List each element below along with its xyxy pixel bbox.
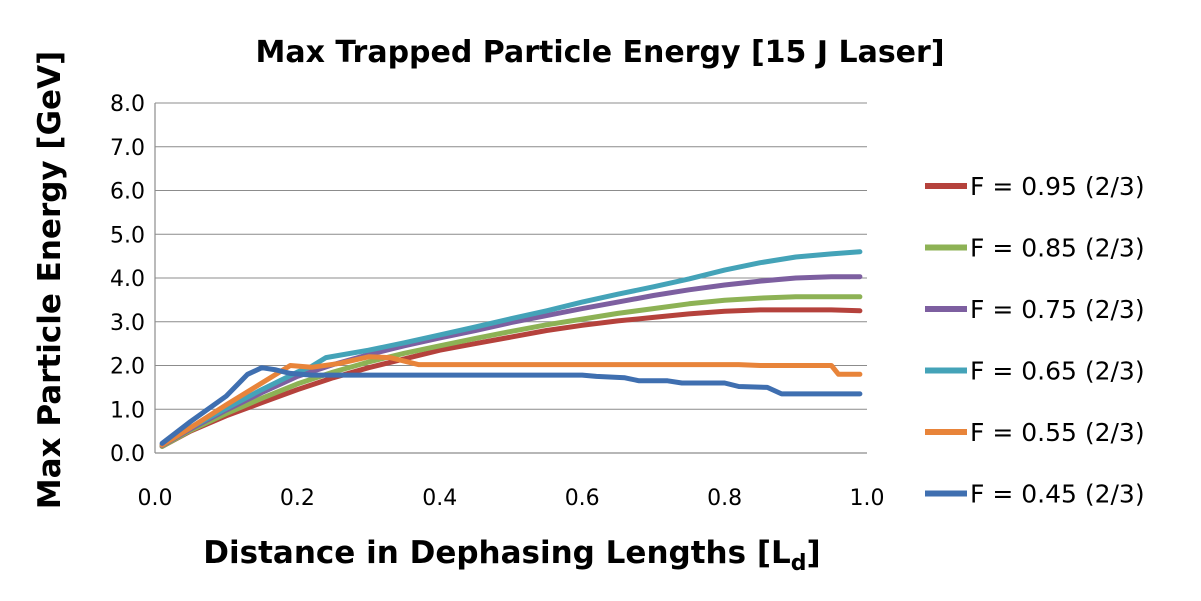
y-tick-label: 8.0 — [110, 92, 145, 117]
y-tick-label: 5.0 — [110, 223, 145, 248]
y-tick-label: 1.0 — [110, 398, 145, 423]
y-axis-ticks: 0.0 1.0 2.0 3.0 4.0 5.0 6.0 7.0 8.0 — [110, 92, 145, 467]
chart-title: Max Trapped Particle Energy [15 J Laser] — [255, 35, 944, 70]
axes — [154, 103, 867, 454]
series-line-3 — [159, 249, 863, 448]
x-tick-label: 0.4 — [422, 486, 457, 511]
series-lines — [159, 249, 863, 449]
x-tick-label: 0.2 — [280, 486, 315, 511]
x-tick-label: 0.6 — [565, 486, 600, 511]
legend-label: F = 0.45 (2/3) — [970, 480, 1145, 509]
y-tick-label: 6.0 — [110, 180, 145, 205]
legend-label: F = 0.75 (2/3) — [970, 295, 1145, 324]
y-tick-label: 7.0 — [110, 136, 145, 161]
y-tick-label: 4.0 — [110, 267, 145, 292]
x-axis-title-main: Distance in Dephasing Lengths [L — [203, 535, 790, 571]
x-tick-label: 1.0 — [850, 486, 885, 511]
legend-label: F = 0.65 (2/3) — [970, 357, 1145, 386]
gridlines — [155, 102, 867, 454]
series-line-2 — [159, 274, 863, 449]
legend-label: F = 0.95 (2/3) — [970, 172, 1145, 201]
x-axis-title-subscript: d — [791, 551, 807, 576]
series-line-4 — [159, 354, 863, 448]
series-line-0 — [159, 307, 863, 449]
y-tick-label: 0.0 — [110, 442, 145, 467]
y-axis-title: Max Particle Energy [GeV] — [32, 51, 68, 509]
x-tick-label: 0.8 — [707, 486, 742, 511]
x-axis-ticks: 0.0 0.2 0.4 0.6 0.8 1.0 — [138, 486, 885, 511]
x-axis-title-suffix: ] — [807, 535, 821, 571]
y-tick-label: 2.0 — [110, 355, 145, 380]
legend-label: F = 0.85 (2/3) — [970, 234, 1145, 263]
x-axis-title: Distance in Dephasing Lengths [Ld] — [203, 535, 820, 576]
x-tick-label: 0.0 — [138, 486, 173, 511]
legend-label: F = 0.55 (2/3) — [970, 418, 1145, 447]
series-line-1 — [159, 294, 863, 449]
legend: F = 0.95 (2/3) F = 0.85 (2/3) F = 0.75 (2/… — [925, 172, 1145, 509]
y-tick-label: 3.0 — [110, 311, 145, 336]
series-line-5 — [159, 365, 863, 446]
